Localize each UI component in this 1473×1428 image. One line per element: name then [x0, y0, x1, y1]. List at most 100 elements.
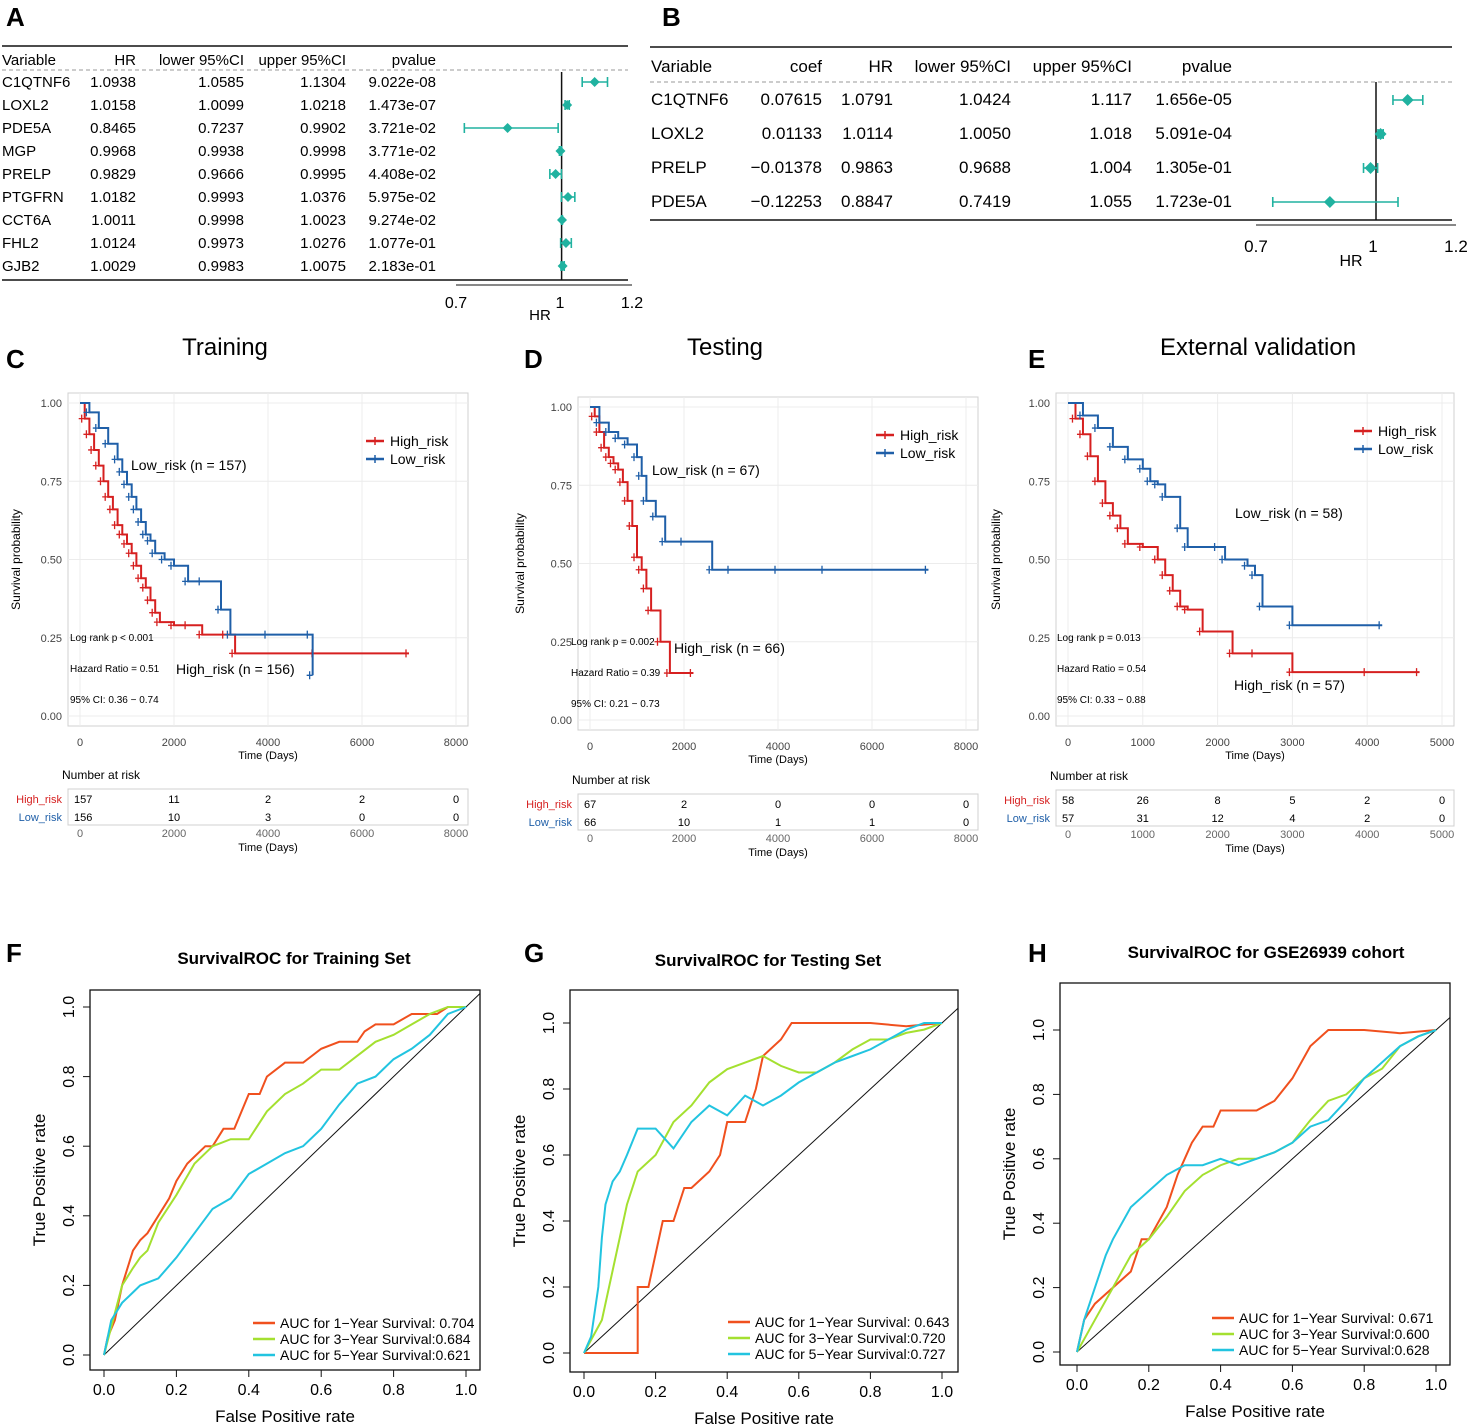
risk-x-tick-label: 4000 [766, 833, 790, 845]
row-value: 0.9863 [841, 158, 893, 177]
annotation-logrank: Log rank p = 0.013 [1057, 633, 1141, 644]
censor-mark [1174, 602, 1181, 611]
panel-label-d: D [524, 344, 543, 374]
censor-mark [102, 492, 109, 501]
legend-label: Low_risk [1378, 441, 1434, 457]
x-axis-label: False Positive rate [215, 1407, 355, 1426]
risk-value: 2 [1364, 795, 1370, 807]
censor-mark [621, 440, 628, 449]
annotation-hazard-ratio: Hazard Ratio = 0.51 [70, 664, 160, 675]
censor-mark [130, 561, 137, 570]
column-header: HR [114, 52, 136, 69]
y-tick-label: 1.0 [541, 1012, 558, 1034]
risk-row-label: Low_risk [19, 812, 63, 824]
forest-marks [1256, 82, 1456, 226]
row-value: 1.305e-01 [1155, 158, 1232, 177]
x-tick-label: 6000 [860, 741, 884, 753]
risk-x-tick-label: 1000 [1131, 829, 1155, 841]
axis-label: HR [1339, 253, 1362, 270]
risk-x-tick-label: 2000 [1205, 829, 1229, 841]
y-axis-label: True Positive rate [1000, 1108, 1019, 1241]
risk-value: 2 [359, 794, 365, 806]
risk-table-border [67, 788, 469, 826]
column-header: lower 95%CI [915, 57, 1011, 76]
x-tick-label: 2000 [1205, 737, 1229, 749]
risk-value: 0 [963, 799, 969, 811]
censor-mark [182, 621, 189, 630]
row-value: 0.9993 [198, 189, 244, 206]
risk-x-tick-label: 4000 [1355, 829, 1379, 841]
censor-mark [706, 565, 713, 574]
y-tick-label: 0.2 [1031, 1276, 1048, 1298]
censor-mark [121, 480, 127, 489]
axis-label: HR [529, 307, 551, 324]
risk-value: 11 [168, 794, 179, 806]
annotation-low-risk: Low_risk (n = 67) [652, 462, 760, 478]
censor-mark [1144, 477, 1151, 486]
row-value: 0.9688 [959, 158, 1011, 177]
x-axis-label: Time (Days) [748, 754, 807, 766]
risk-value: 1 [869, 817, 875, 829]
hr-point [1374, 128, 1387, 140]
y-tick-label: 0.25 [551, 637, 572, 649]
y-tick-label: 0.50 [551, 559, 572, 571]
risk-x-axis-label: Time (Days) [1225, 843, 1284, 855]
annotation-hazard-ratio: Hazard Ratio = 0.39 [571, 668, 661, 679]
y-tick-label: 0.6 [541, 1144, 558, 1166]
y-tick-label: 1.00 [551, 402, 572, 414]
chart-title: SurvivalROC for GSE26939 cohort [1128, 943, 1405, 962]
roc-curve-1-year [103, 1006, 466, 1356]
y-tick-label: 0.8 [61, 1065, 78, 1087]
legend-label: AUC for 5−Year Survival:0.621 [280, 1347, 471, 1363]
hr-point [550, 169, 561, 179]
risk-value: 5 [1289, 795, 1295, 807]
row-variable: LOXL2 [651, 124, 704, 143]
censor-mark [631, 453, 637, 462]
censor-mark [135, 574, 142, 583]
row-value: 0.07615 [761, 90, 822, 109]
censor-mark [687, 669, 694, 678]
censor-mark [663, 669, 670, 678]
censor-mark [1286, 668, 1293, 677]
risk-x-axis-label: Time (Days) [748, 847, 807, 859]
y-tick-label: 0.50 [41, 555, 62, 567]
risk-x-tick-label: 6000 [860, 833, 884, 845]
censor-mark [153, 618, 160, 627]
risk-row-label: Low_risk [1007, 813, 1051, 825]
censor-mark [97, 477, 104, 486]
roc-curve-5-year [583, 1022, 942, 1354]
legend-label: High_risk [900, 427, 959, 443]
roc-curve-3-year [103, 1006, 466, 1356]
censor-mark [262, 630, 268, 639]
row-value: 9.274e-02 [368, 212, 436, 229]
risk-x-tick-label: 6000 [350, 828, 374, 840]
row-variable: CCT6A [2, 212, 51, 229]
y-tick-label: 0.8 [541, 1078, 558, 1100]
censor-mark [121, 539, 127, 548]
censor-mark [635, 565, 642, 574]
censor-mark [640, 584, 647, 593]
row-value: 1.055 [1089, 192, 1132, 211]
hr-point [556, 215, 567, 225]
risk-value: 0 [963, 817, 969, 829]
chart-title: SurvivalROC for Testing Set [655, 951, 882, 970]
y-tick-label: 0.25 [1029, 633, 1050, 645]
risk-value: 1 [775, 817, 781, 829]
risk-value: 0 [1439, 795, 1445, 807]
panel-label-a: A [6, 2, 25, 32]
annotation-high-risk: High_risk (n = 156) [176, 661, 295, 677]
row-value: −0.12253 [751, 192, 822, 211]
hr-point [560, 238, 571, 248]
censor-mark [1219, 555, 1226, 564]
row-value: 9.022e-08 [368, 74, 436, 91]
censor-mark [602, 428, 609, 437]
risk-value: 3 [265, 812, 271, 824]
annotation-logrank: Log rank p < 0.001 [70, 633, 154, 644]
censor-mark [1091, 424, 1098, 433]
risk-value: 26 [1137, 795, 1149, 807]
censor-mark [215, 605, 221, 614]
censor-mark [125, 492, 132, 501]
y-tick-label: 0.75 [551, 480, 572, 492]
censor-mark [135, 517, 142, 526]
censor-mark [149, 608, 156, 617]
